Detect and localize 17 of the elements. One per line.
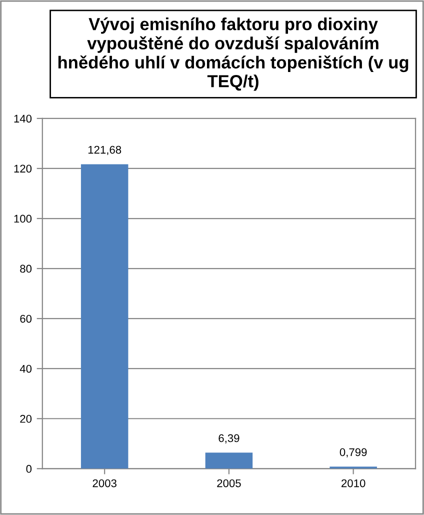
y-tick-label: 100 [14,214,32,223]
y-tick-label: 20 [20,414,32,423]
y-tick-label: 40 [20,364,32,373]
chart-title: Vývoj emisního faktoru pro dioxiny vypouštěné do ovzduší spalováním hnědého uhlí v domácích topeništích (v ug TEQ/t) [58,17,408,91]
x-tick-label: 2003 [92,479,116,488]
y-tick-label: 120 [14,164,32,173]
y-tick-label: 80 [20,264,32,273]
y-tick-label: 140 [14,114,32,123]
data-label: 0,799 [340,448,367,458]
y-tick-label: 0 [26,464,32,473]
x-tick-label: 2005 [217,479,241,488]
bar [80,164,128,469]
y-tick-label: 60 [20,314,32,323]
bar [205,452,253,469]
data-label: 121,68 [88,146,122,156]
x-tick-label: 2010 [342,479,366,488]
data-label: 6,39 [218,434,240,444]
